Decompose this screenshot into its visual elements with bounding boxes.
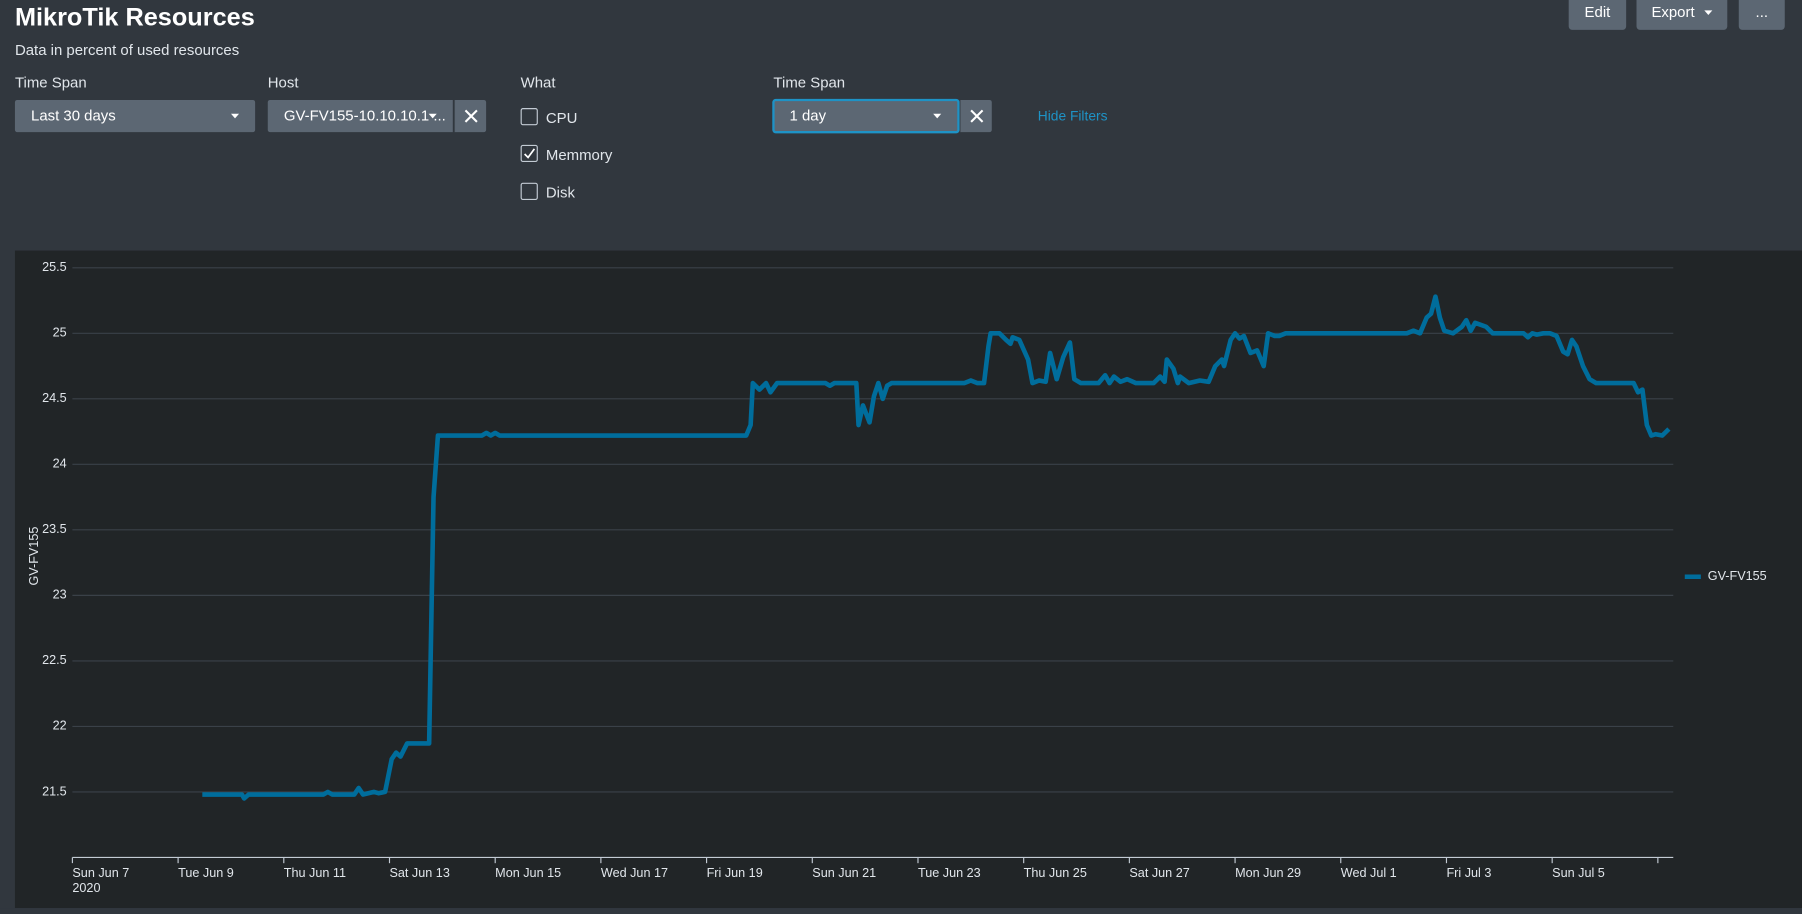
y-tick-label: 24 [53,457,67,471]
y-tick-label: 22 [53,719,67,733]
x-tick-label: Thu Jun 25 [1024,866,1087,880]
y-tick-label: 23.5 [42,522,67,536]
clear-button[interactable] [453,99,487,133]
check-mark [524,148,536,159]
x-tick-label: Tue Jun 9 [178,866,234,880]
y-tick-label: 24.5 [42,391,67,405]
checkbox-label: CPU [545,109,578,127]
x-tick-label: Tue Jun 23 [918,866,981,880]
checkbox[interactable] [520,182,538,200]
y-axis-title: GV-FV155 [27,527,41,586]
x-tick-label: Sat Jun 27 [1129,866,1189,880]
x-tick-label: Wed Jul 1 [1341,866,1397,880]
clear-icon [464,109,478,123]
x-year-label: 2020 [72,881,100,895]
hide-filters-link[interactable]: Hide Filters [1037,108,1108,125]
y-tick-label: 22.5 [42,653,67,667]
clear-icon [970,109,984,123]
edit-button[interactable]: Edit [1568,0,1627,30]
checkbox[interactable] [520,108,538,126]
more-button[interactable]: ... [1738,0,1785,30]
export-button[interactable]: Export [1636,0,1728,30]
checkbox-label: Disk [545,183,575,202]
timespan-dropdown[interactable]: Last 30 days [14,99,256,133]
y-tick-label: 21.5 [42,784,67,798]
x-tick-label: Wed Jun 17 [601,866,668,880]
caret [428,113,437,119]
timespan-dropdown[interactable]: 1 day [773,99,959,133]
filter-label: Time Span [773,73,846,91]
dashboard-title: MikroTik Resources [14,2,255,32]
filter-label: Host [267,73,299,91]
line-series [202,294,1671,801]
host-dropdown[interactable]: GV-FV155-10.10.10.1 ... [267,99,453,133]
x-tick-label: Mon Jun 15 [495,866,561,880]
checkbox-label: Memmory [545,145,613,164]
export-label: Export [1651,3,1695,21]
caret [230,113,240,119]
chart: 21.5 22 22.5 23 23.5 24 24.5 25 25.5 Sun Jun 7202… [27,260,1767,895]
x-tick-label: Sun Jun 7 [72,866,129,880]
chart-panel: 21.5 22 22.5 23 23.5 24 24.5 25 25.5 Sun Jun 7 202… [14,250,1802,909]
x-tick-label: Fri Jul 3 [1446,866,1491,880]
filter-label: What [520,73,556,91]
y-tick-label: 25 [53,326,67,340]
filter-label: Time Span [14,73,87,91]
y-tick-label: 25.5 [42,260,67,274]
x-tick-label: Sun Jun 21 [812,866,876,880]
clear-button[interactable] [959,99,992,133]
x-tick-label: Sun Jul 5 [1552,866,1605,880]
caret [1704,10,1713,15]
dropdown-value: 1 day [789,106,827,125]
dropdown-value: Last 30 days [31,106,116,125]
checkbox[interactable] [520,144,538,163]
dropdown-value: GV-FV155-10.10.10.1 ... [283,106,446,125]
caret [933,113,942,119]
x-tick-label: Sat Jun 13 [389,866,449,880]
x-tick-label: Mon Jun 29 [1235,866,1301,880]
x-tick-label: Fri Jun 19 [707,866,763,880]
dashboard-subtitle: Data in percent of used resources [14,41,240,59]
y-tick-label: 23 [53,588,67,602]
legend-label: GV-FV155 [1708,569,1767,583]
x-tick-label: Thu Jun 11 [284,866,346,880]
